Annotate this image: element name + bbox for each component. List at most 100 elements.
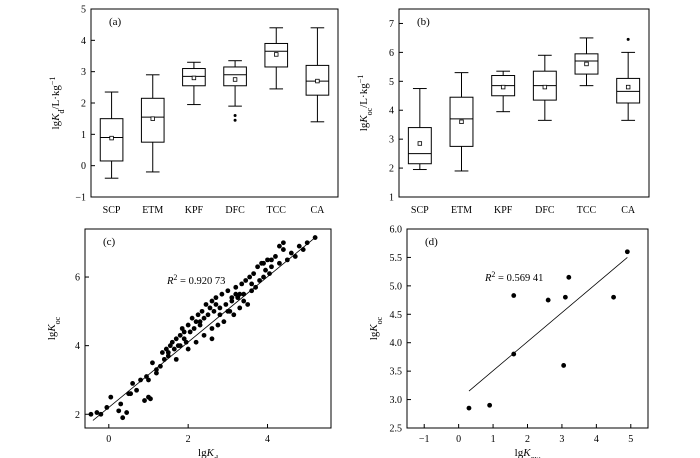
y-tick-label: 3.5 — [390, 367, 403, 378]
data-point — [273, 254, 278, 259]
x-tick-label: 3 — [559, 434, 564, 445]
x-tick-label: CA — [310, 205, 325, 216]
data-point — [487, 402, 493, 408]
x-tick-label: 4 — [265, 434, 270, 445]
fit-line — [468, 257, 628, 392]
data-point — [193, 319, 199, 325]
data-point — [269, 264, 274, 270]
plot-frame — [398, 8, 650, 198]
data-point — [213, 295, 219, 301]
r-squared-annotation: R2 = 0.920 73 — [166, 273, 225, 288]
data-point — [118, 401, 124, 407]
x-tick-label: TCC — [267, 205, 287, 216]
data-point — [284, 257, 290, 263]
y-axis-label: lgKoc/L·kg−1 — [356, 75, 374, 131]
data-point — [562, 294, 568, 300]
y-tick-label: 2 — [81, 99, 86, 110]
y-axis-label: lgKoc — [368, 316, 384, 340]
data-point — [269, 257, 274, 263]
x-tick-label: 1 — [491, 434, 496, 445]
box-mean — [274, 52, 279, 57]
x-tick-label: SCP — [103, 205, 121, 216]
data-point — [231, 312, 237, 318]
data-point — [261, 260, 266, 266]
data-point — [177, 343, 183, 349]
x-tick-label: CA — [621, 205, 636, 216]
data-point — [300, 247, 306, 252]
data-point — [245, 302, 251, 307]
data-point — [138, 377, 143, 383]
y-tick-label: 4.0 — [390, 338, 403, 349]
data-point — [173, 356, 179, 362]
data-point — [263, 267, 268, 273]
data-point — [154, 370, 159, 376]
box-mean — [459, 119, 464, 124]
data-point — [611, 294, 616, 300]
y-tick-label: 4 — [81, 36, 86, 47]
x-axis-label: lgKd — [198, 447, 218, 458]
data-point — [197, 319, 203, 325]
y-tick-label: 4.5 — [390, 310, 403, 321]
data-point — [466, 405, 472, 411]
outlier-point — [626, 37, 630, 41]
box-etm — [449, 72, 474, 172]
data-point — [511, 351, 517, 357]
data-point — [215, 322, 221, 328]
data-point — [177, 332, 183, 338]
data-point — [161, 356, 167, 362]
data-point — [277, 243, 282, 249]
y-tick-label: 2 — [75, 410, 80, 421]
data-point — [545, 297, 551, 303]
data-point — [134, 387, 139, 393]
data-point — [88, 411, 94, 417]
data-point — [312, 235, 318, 240]
data-point — [249, 281, 255, 287]
box-mean — [542, 84, 548, 90]
box-dfc — [532, 54, 557, 121]
box-dfc — [223, 60, 247, 122]
data-point — [265, 257, 270, 263]
data-point — [195, 312, 201, 318]
panel-label: (a) — [109, 16, 122, 28]
data-point — [253, 284, 259, 290]
box-mean — [417, 141, 423, 146]
panel-b: 1 2 3 4 5 6 7 (b) lgKoc/L·kg−1 SCP ETM KPF DFC TCC CA — [356, 8, 650, 216]
data-point — [239, 281, 245, 287]
data-point — [247, 274, 253, 280]
panel-label: (b) — [417, 16, 430, 28]
y-tick-label: 5.5 — [390, 253, 403, 264]
data-point — [209, 336, 215, 342]
data-point — [304, 240, 310, 246]
data-point — [201, 315, 207, 321]
x-tick-label: 2 — [186, 434, 191, 445]
y-tick-label: 1 — [81, 130, 86, 141]
data-point — [221, 319, 227, 325]
data-point — [146, 377, 151, 383]
box-tcc — [574, 37, 599, 87]
x-tick-label: 5 — [628, 434, 633, 445]
data-point — [120, 415, 126, 421]
data-point — [146, 394, 151, 400]
outlier-point — [233, 114, 237, 118]
plot-frame — [90, 8, 339, 198]
panel-d: 2.5 3.0 3.5 4.0 4.5 5.0 5.5 6.0 (d) lgKoc −1 0 1 2 3 4 5… — [368, 225, 649, 458]
data-point — [261, 274, 266, 280]
y-tick-label: 5 — [81, 5, 86, 16]
x-tick-label: KPF — [494, 205, 513, 216]
y-tick-label: 6 — [75, 273, 80, 284]
data-point — [173, 336, 179, 342]
y-tick-label: 2 — [389, 164, 394, 175]
box-mean — [500, 84, 506, 90]
data-point — [280, 240, 286, 246]
box-etm — [140, 74, 165, 173]
x-tick-label: DFC — [225, 205, 245, 216]
y-axis-label: lgKd/L·kg−1 — [48, 77, 66, 130]
data-point — [229, 298, 235, 304]
data-point — [126, 391, 132, 397]
data-point — [185, 346, 191, 352]
x-tick-label: ETM — [142, 205, 163, 216]
data-point — [189, 315, 195, 321]
box-kpf — [182, 61, 206, 106]
data-point — [217, 305, 223, 311]
y-tick-label: 1 — [389, 193, 394, 204]
